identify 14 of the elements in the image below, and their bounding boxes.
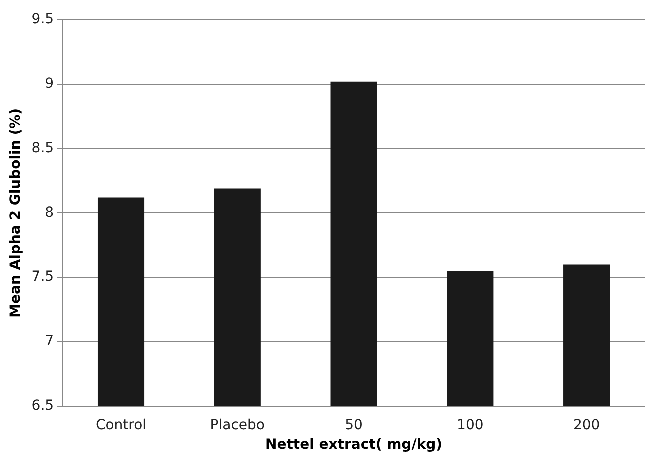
y-tick-label: 9 bbox=[45, 76, 54, 92]
y-tick-label: 8.5 bbox=[32, 140, 54, 156]
y-tick-label: 8 bbox=[45, 204, 54, 221]
y-tick-label: 9.5 bbox=[32, 12, 54, 28]
x-tick-label: 50 bbox=[345, 417, 363, 434]
x-tick-label: 200 bbox=[573, 417, 600, 434]
y-tick-label: 7 bbox=[45, 334, 54, 350]
x-axis-title: Nettel extract( mg/kg) bbox=[266, 437, 443, 454]
x-tick-label: Control bbox=[96, 417, 147, 434]
x-tick-label: 100 bbox=[457, 417, 484, 434]
y-tick-label: 7.5 bbox=[32, 269, 54, 286]
x-tick-label: Placebo bbox=[210, 417, 265, 434]
y-axis-title: Mean Alpha 2 Glubolin (%) bbox=[8, 108, 24, 318]
y-tick-label: 6.5 bbox=[32, 398, 54, 414]
